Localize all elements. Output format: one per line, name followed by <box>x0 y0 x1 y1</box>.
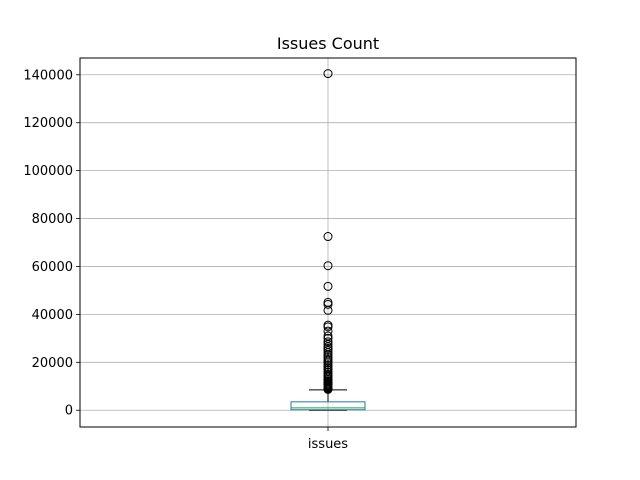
outlier-point <box>323 384 333 394</box>
outlier-point <box>323 337 333 347</box>
x-tick-label: issues <box>308 437 348 452</box>
outlier-point <box>323 69 333 79</box>
outlier-point <box>323 345 333 355</box>
outlier-point <box>323 232 333 242</box>
axis-layer: 0 20000 40000 60000 80000 100000 120000 140000 i… <box>23 68 348 452</box>
outlier-layer <box>323 69 333 394</box>
y-tick-label: 140000 <box>23 68 73 83</box>
outlier-point <box>323 305 333 315</box>
outlier-point <box>323 281 333 291</box>
iqr-box <box>290 401 366 411</box>
y-tick-label: 80000 <box>32 212 73 227</box>
outlier-point <box>323 326 333 336</box>
y-tick-label: 100000 <box>23 164 73 179</box>
chart-title: Issues Count <box>277 34 379 53</box>
outlier-point <box>323 322 333 332</box>
y-tick-label: 60000 <box>32 260 73 275</box>
outlier-point <box>323 261 333 271</box>
outlier-point <box>323 299 333 309</box>
y-tick-label: 0 <box>65 404 73 419</box>
y-tick-label: 40000 <box>32 308 73 323</box>
y-tick-label: 120000 <box>23 116 73 131</box>
y-tick-label: 20000 <box>32 356 73 371</box>
